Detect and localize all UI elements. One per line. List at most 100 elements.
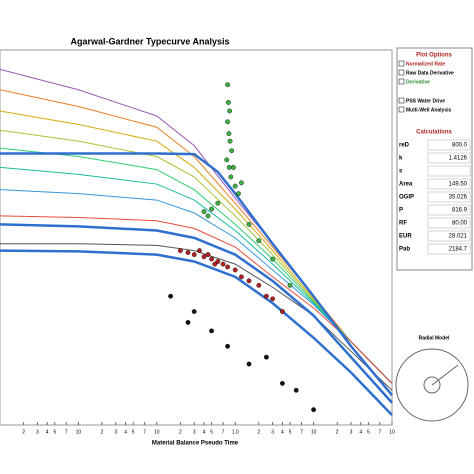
calc-box bbox=[427, 204, 471, 216]
calc-label: Area bbox=[399, 182, 413, 188]
type-curve bbox=[0, 243, 393, 391]
data-point bbox=[226, 100, 231, 105]
calc-box bbox=[427, 230, 471, 242]
plot-option: Multi-Well Analysis bbox=[406, 107, 452, 113]
data-point bbox=[246, 221, 252, 227]
type-curve bbox=[0, 249, 393, 416]
calc-label: EUR bbox=[399, 234, 412, 240]
data-point bbox=[246, 361, 252, 367]
x-tick-label: 5 bbox=[53, 429, 56, 435]
data-point bbox=[191, 309, 197, 314]
data-point bbox=[229, 148, 235, 154]
calc-value: 149.50 bbox=[449, 182, 468, 188]
data-point bbox=[232, 183, 238, 189]
checkbox bbox=[398, 106, 405, 113]
calc-label: k bbox=[399, 156, 403, 162]
data-point bbox=[220, 261, 226, 267]
calc-box bbox=[427, 243, 471, 255]
data-point bbox=[280, 381, 285, 386]
data-point bbox=[280, 309, 285, 314]
x-tick-label: 7 bbox=[143, 429, 146, 435]
radial-arrow bbox=[431, 364, 459, 386]
calc-box bbox=[427, 152, 471, 164]
data-point bbox=[232, 267, 238, 273]
data-point bbox=[256, 282, 262, 288]
calc-value: 816.9 bbox=[452, 208, 468, 214]
x-tick-label: 4 bbox=[203, 429, 206, 435]
data-point bbox=[246, 278, 252, 284]
x-tick-label: 10 bbox=[154, 429, 160, 435]
x-tick-label: 10 bbox=[76, 429, 82, 435]
calc-box bbox=[427, 165, 471, 177]
x-tick-label: 7 bbox=[222, 429, 225, 435]
panel-heading: Calculations bbox=[416, 130, 452, 136]
x-tick-label: 5 bbox=[367, 429, 370, 435]
calc-box bbox=[427, 217, 471, 229]
data-point bbox=[178, 248, 183, 254]
data-point bbox=[287, 282, 293, 288]
data-point bbox=[263, 354, 269, 360]
data-point bbox=[236, 191, 241, 197]
data-point bbox=[293, 387, 299, 393]
x-tick-label: 3 bbox=[350, 429, 353, 435]
x-tick-label: 2 bbox=[257, 429, 260, 435]
x-tick-label: 7 bbox=[300, 429, 303, 435]
x-tick-label: 5 bbox=[289, 429, 292, 435]
x-tick-label: 4 bbox=[46, 429, 49, 435]
calc-label: P bbox=[399, 208, 403, 214]
data-point bbox=[215, 200, 221, 206]
calc-value: 2184.7 bbox=[449, 247, 468, 253]
radial-well bbox=[423, 376, 441, 394]
x-tick-label: 2 bbox=[22, 429, 25, 435]
data-point bbox=[270, 256, 276, 262]
data-point bbox=[227, 108, 233, 114]
data-point bbox=[201, 209, 207, 215]
x-tick-label: 4 bbox=[124, 429, 127, 435]
calc-value: 28.021 bbox=[449, 234, 468, 240]
data-point bbox=[209, 256, 214, 262]
data-point bbox=[225, 119, 231, 125]
data-point bbox=[168, 293, 174, 299]
data-point bbox=[256, 238, 262, 244]
plot-option: PSS Water Drive bbox=[406, 98, 445, 104]
x-tick-label: 1.0 bbox=[232, 429, 239, 435]
data-point bbox=[225, 264, 231, 270]
radial-model-title: Radial Model bbox=[419, 335, 450, 341]
calc-box bbox=[427, 178, 471, 190]
checkbox bbox=[398, 60, 405, 67]
data-point bbox=[191, 252, 197, 258]
data-point bbox=[228, 174, 234, 180]
x-tick-label: 3 bbox=[193, 429, 196, 435]
data-point bbox=[205, 213, 211, 219]
data-point bbox=[231, 165, 236, 170]
x-tick-label: 7 bbox=[65, 429, 68, 435]
data-point bbox=[270, 296, 276, 302]
data-point bbox=[225, 343, 231, 349]
x-tick-label: 5 bbox=[132, 429, 135, 435]
data-point bbox=[226, 131, 232, 136]
calc-value: 80.00 bbox=[452, 221, 468, 227]
data-point bbox=[197, 248, 202, 254]
x-tick-label: 5 bbox=[210, 429, 213, 435]
x-tick-label: 2 bbox=[179, 429, 182, 435]
plot-option: Raw Data Derivative bbox=[406, 70, 454, 76]
x-tick-label: 3 bbox=[114, 429, 117, 435]
checkbox bbox=[398, 97, 405, 104]
x-axis-label: Material Balance Pseudo Time bbox=[152, 441, 239, 447]
x-tick-label: 10 bbox=[389, 429, 395, 435]
data-point bbox=[239, 274, 244, 280]
x-tick-label: 3 bbox=[271, 429, 274, 435]
data-point bbox=[212, 261, 218, 267]
data-point bbox=[226, 165, 232, 170]
x-tick-label: 4 bbox=[359, 429, 362, 435]
radial-model-diagram bbox=[395, 348, 469, 422]
x-tick-label: 3 bbox=[36, 429, 39, 435]
chart-title: Agarwal-Gardner Typecurve Analysis bbox=[70, 36, 229, 46]
calc-value: 800.0 bbox=[452, 143, 468, 149]
panel-heading: Plot Options bbox=[416, 53, 452, 59]
x-tick-label: 7 bbox=[378, 429, 381, 435]
type-curve bbox=[0, 89, 393, 384]
data-point bbox=[209, 206, 214, 212]
